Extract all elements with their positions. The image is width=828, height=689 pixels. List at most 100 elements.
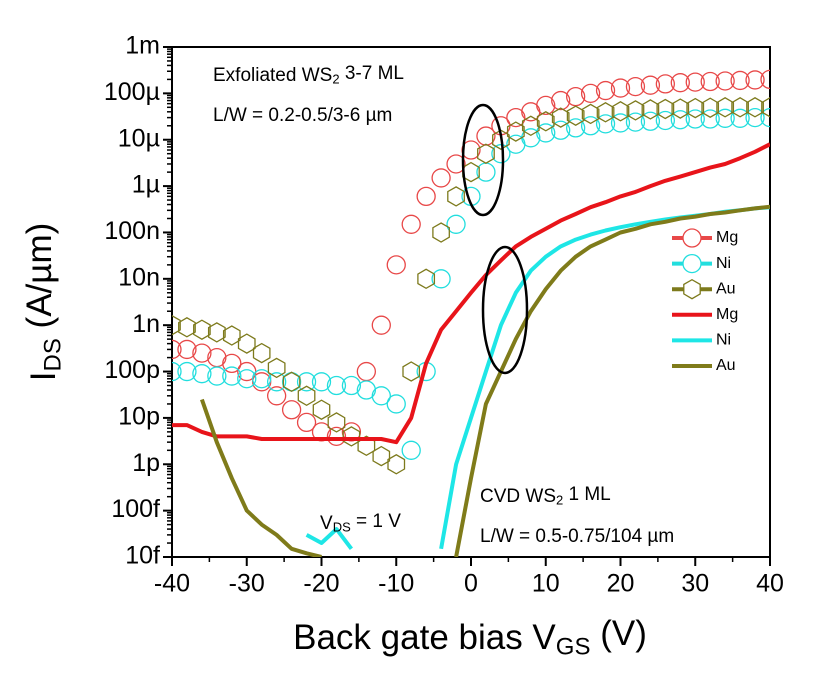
x-tick-label: 40	[756, 570, 784, 598]
marker	[178, 317, 196, 338]
legend-entry: Au	[672, 278, 736, 300]
marker	[760, 107, 770, 128]
marker	[447, 186, 465, 207]
annotation-part: L/W = 0.2-0.5/3-6 µm	[213, 105, 392, 126]
marker	[177, 339, 197, 360]
y-tick-label: 10p	[118, 403, 160, 431]
marker	[266, 386, 287, 406]
marker	[625, 112, 646, 132]
x-tick-label: 20	[607, 570, 635, 598]
marker	[746, 97, 764, 118]
marker	[222, 366, 242, 386]
marker	[640, 111, 661, 131]
legend-entry: Ni	[672, 332, 731, 349]
marker	[296, 372, 317, 392]
marker	[341, 375, 362, 396]
marker	[193, 319, 211, 340]
annotation-part: L/W = 0.5-0.75/104 µm	[480, 526, 674, 547]
marker	[670, 73, 690, 93]
marker	[311, 372, 332, 392]
annotation-part: 1 ML	[563, 484, 611, 505]
marker	[401, 440, 421, 460]
marker	[656, 98, 675, 120]
marker	[581, 103, 600, 125]
annotation-part: DS	[333, 520, 351, 535]
annotation-part: = 1 V	[351, 511, 401, 532]
marker	[551, 120, 571, 140]
y-axis-label-part: I	[24, 372, 63, 382]
x-tick-label: 0	[464, 570, 478, 598]
x-tick-label: -30	[229, 570, 265, 598]
marker	[172, 339, 182, 360]
y-tick-label: 10f	[125, 542, 160, 570]
marker	[207, 322, 226, 343]
marker	[372, 445, 391, 467]
y-tick-label: 100p	[104, 356, 160, 384]
legend-label: Mg	[716, 306, 738, 323]
annotation: CVD WS2 1 ML	[480, 484, 611, 508]
marker	[521, 115, 540, 137]
marker	[551, 107, 570, 128]
marker	[192, 343, 212, 363]
marker	[476, 126, 496, 146]
marker	[671, 98, 690, 119]
x-tick-label: -40	[154, 570, 190, 598]
marker	[566, 105, 585, 126]
marker	[580, 116, 601, 136]
highlight-ellipse	[481, 245, 529, 375]
marker	[252, 369, 272, 389]
marker	[401, 214, 421, 234]
marker	[461, 140, 481, 160]
series-layer	[172, 69, 770, 557]
marker	[491, 144, 511, 164]
marker	[655, 110, 675, 131]
legend-label: Mg	[716, 229, 738, 246]
marker	[296, 412, 317, 433]
marker	[387, 454, 406, 475]
marker	[683, 278, 701, 300]
annotation-part: 2	[332, 72, 339, 87]
marker	[281, 400, 302, 420]
marker	[356, 380, 377, 400]
marker	[641, 99, 660, 120]
annotation: L/W = 0.2-0.5/3-6 µm	[213, 105, 392, 126]
marker	[536, 123, 556, 143]
x-axis-label-part: GS	[556, 634, 591, 661]
marker	[700, 109, 720, 129]
marker	[312, 399, 331, 420]
marker	[282, 371, 301, 393]
marker	[700, 71, 720, 92]
annotation-part: V	[320, 513, 333, 534]
annotation-part: 3-7 ML	[340, 63, 404, 84]
marker	[760, 69, 770, 90]
marker	[386, 255, 406, 275]
x-axis-label: Back gate bias VGS (V)	[293, 614, 647, 660]
marker	[371, 315, 391, 335]
marker	[745, 107, 765, 128]
marker	[446, 214, 466, 234]
marker	[177, 361, 197, 382]
marker	[610, 113, 631, 133]
x-axis-label-part: (V)	[590, 614, 646, 653]
legend-entry: Au	[672, 357, 736, 374]
marker	[536, 95, 556, 116]
annotation-part: CVD WS	[480, 486, 556, 507]
annotation: VDS = 1 V	[320, 511, 401, 535]
marker	[266, 372, 287, 392]
marker	[267, 357, 286, 379]
annotation-part: Exfoliated WS	[213, 65, 332, 86]
y-tick-label: 1m	[125, 32, 160, 60]
marker	[386, 394, 406, 414]
marker	[222, 353, 242, 374]
x-tick-label: -20	[303, 570, 339, 598]
marker	[701, 97, 720, 118]
marker	[655, 74, 675, 94]
marker	[551, 90, 571, 111]
marker	[237, 369, 257, 389]
x-tick-label: 30	[681, 570, 709, 598]
marker	[686, 97, 705, 119]
marker	[172, 361, 182, 382]
marker	[417, 268, 436, 290]
legend-label: Au	[716, 357, 736, 374]
